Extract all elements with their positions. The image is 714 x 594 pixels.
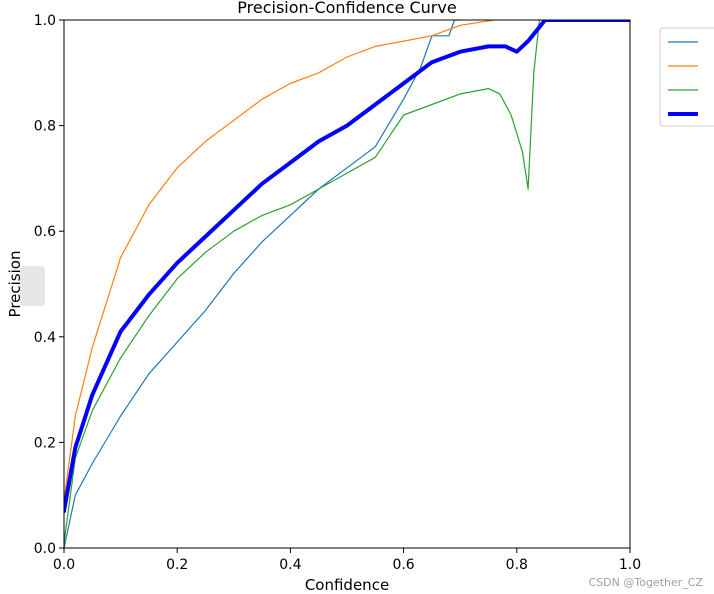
y-tick-label: 0.0: [34, 541, 56, 557]
x-tick-label: 0.6: [392, 557, 414, 573]
legend: [659, 27, 714, 127]
legend-box: [659, 27, 714, 127]
series-line-4: [64, 20, 630, 513]
plot-frame: [63, 19, 631, 549]
x-axis-label: Confidence: [305, 576, 389, 594]
side-scroll-handle[interactable]: [20, 266, 45, 306]
x-tick-label: 0.8: [506, 557, 528, 573]
y-tick-label: 0.6: [34, 224, 56, 240]
chart-title: Precision-Confidence Curve: [237, 0, 456, 17]
y-axis-label: Precision: [6, 251, 24, 318]
series-line-3: [64, 20, 541, 544]
x-tick-label: 0.4: [279, 557, 301, 573]
y-tick-label: 0.4: [34, 330, 56, 346]
x-tick-label: 1.0: [619, 557, 641, 573]
series-line-2: [64, 20, 495, 502]
series-group: [64, 20, 630, 548]
x-tick-label: 0.2: [166, 557, 188, 573]
watermark-text: CSDN @Together_CZ: [589, 576, 704, 589]
y-tick-label: 1.0: [34, 13, 56, 29]
y-tick-label: 0.8: [34, 119, 56, 135]
x-tick-label: 0.0: [53, 557, 75, 573]
y-axis: 0.0 0.2 0.4 0.6 0.8 1.0: [34, 13, 64, 557]
x-axis: 0.0 0.2 0.4 0.6 0.8 1.0: [53, 548, 641, 573]
y-tick-label: 0.2: [34, 435, 56, 451]
